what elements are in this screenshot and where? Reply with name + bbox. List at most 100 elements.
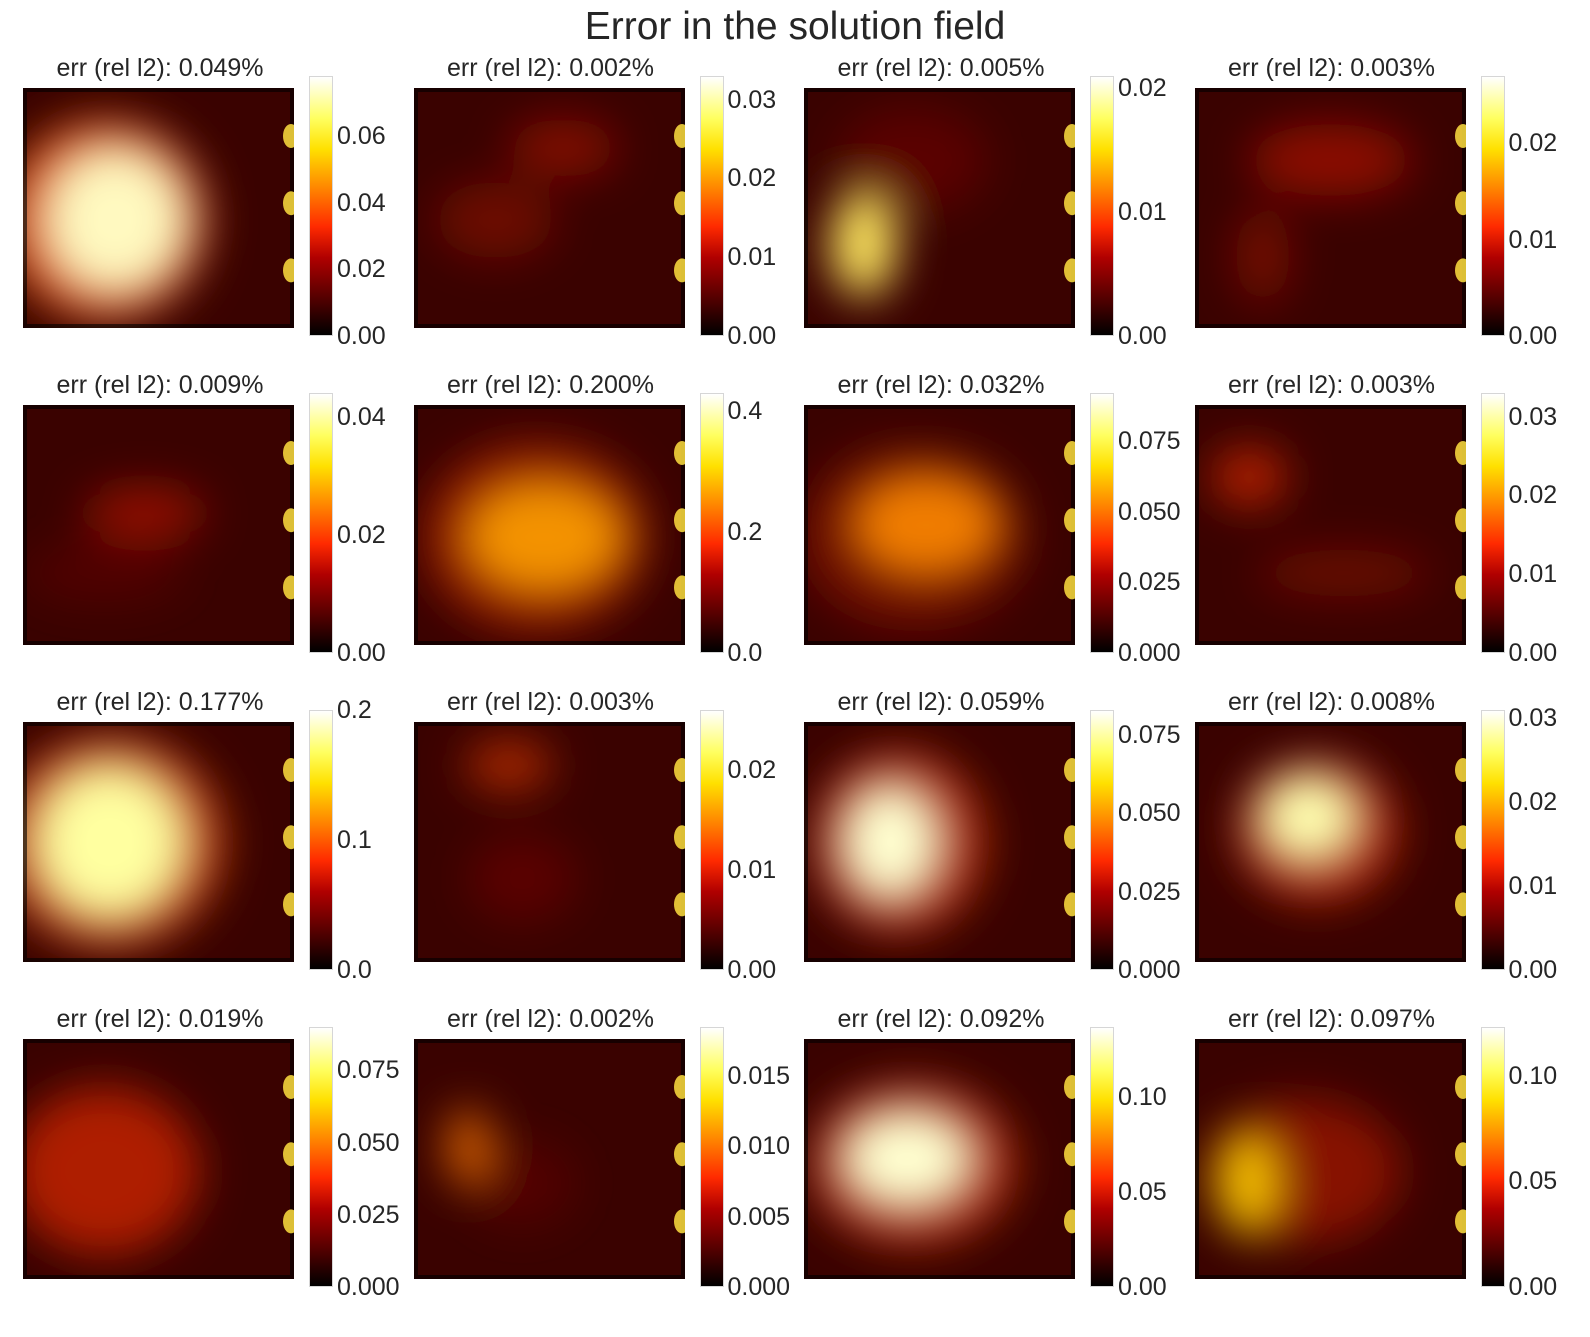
error-heatmap — [23, 405, 294, 645]
error-heatmap — [804, 1039, 1075, 1279]
edge-hotspot — [1454, 758, 1466, 782]
colorbar-tick-label: 0.000 — [727, 1273, 791, 1301]
edge-hotspot — [673, 508, 685, 533]
heatmap-image — [804, 405, 1075, 645]
colorbar-tick-label: 0.01 — [1508, 225, 1558, 254]
heatmap-image — [413, 1039, 685, 1279]
edge-hotspot — [1454, 825, 1466, 850]
edge-hotspot — [1064, 892, 1075, 917]
edge-hotspot — [673, 258, 685, 283]
colorbar — [309, 710, 333, 970]
error-heatmap — [23, 88, 294, 328]
colorbar-tick-label: 0.04 — [337, 188, 386, 217]
error-blob — [33, 765, 186, 919]
edge-hotspot — [283, 258, 294, 283]
colorbar-tick-label: 0.00 — [1118, 322, 1167, 350]
colorbar — [699, 76, 724, 336]
error-blob — [1210, 448, 1287, 506]
colorbar-tick-label: 0.000 — [337, 1273, 400, 1301]
error-blob — [1216, 1130, 1282, 1236]
edge-hotspot — [673, 575, 685, 600]
heatmap-panel: err (rel l2): 0.049% 0.00 0.02 0.04 0.06 — [0, 52, 396, 374]
colorbar-tick-label: 0.050 — [1118, 799, 1181, 828]
edge-hotspot — [673, 1075, 685, 1099]
colorbar — [699, 1027, 724, 1287]
error-heatmap — [804, 722, 1075, 962]
heatmap-panel: err (rel l2): 0.009% 0.00 0.02 0.04 — [0, 369, 396, 691]
panel-title: err (rel l2): 0.059% — [837, 688, 1045, 716]
edge-hotspot — [673, 825, 685, 850]
heatmap-image — [1194, 405, 1466, 645]
panel-title: err (rel l2): 0.019% — [56, 1005, 264, 1033]
colorbar-tick-label: 0.2 — [337, 696, 372, 724]
edge-hotspot — [673, 892, 685, 917]
panel-title: err (rel l2): 0.049% — [56, 54, 264, 82]
edge-hotspot — [283, 1142, 294, 1167]
edge-hotspot — [1454, 258, 1466, 283]
heatmap-image — [23, 1039, 294, 1279]
heatmap-image — [413, 722, 685, 962]
error-blob — [464, 741, 552, 790]
colorbar-tick-label: 0.01 — [727, 243, 777, 272]
colorbar — [1090, 1027, 1114, 1287]
colorbar-tick-label: 0.04 — [337, 402, 386, 431]
colorbar-tick-label: 0.00 — [727, 956, 777, 984]
colorbar-tick-label: 0.00 — [337, 639, 386, 667]
edge-hotspot — [283, 508, 294, 533]
panel-title: err (rel l2): 0.008% — [1227, 688, 1436, 716]
panel-title: err (rel l2): 0.092% — [837, 1005, 1045, 1033]
colorbar-tick-label: 0.10 — [1118, 1083, 1167, 1112]
error-heatmap — [1194, 405, 1466, 645]
colorbar — [1090, 710, 1114, 970]
colorbar — [1480, 393, 1505, 653]
heatmap-panel: err (rel l2): 0.002% 0.000 0.005 0.010 0.015 — [391, 1003, 790, 1325]
heatmap-panel: err (rel l2): 0.092% 0.00 0.05 0.10 — [781, 1003, 1177, 1325]
colorbar-tick-label: 0.075 — [337, 1056, 400, 1085]
panel-title: err (rel l2): 0.002% — [446, 1005, 655, 1033]
panel-title: err (rel l2): 0.009% — [56, 371, 264, 399]
colorbar-tick-label: 0.01 — [727, 856, 777, 884]
colorbar-tick-label: 0.025 — [1118, 568, 1181, 597]
edge-hotspot — [1454, 892, 1466, 917]
edge-hotspot — [1064, 575, 1075, 600]
colorbar-tick-label: 0.025 — [1118, 877, 1181, 906]
error-blob — [508, 119, 617, 177]
edge-hotspot — [673, 1142, 685, 1167]
error-heatmap — [413, 1039, 685, 1279]
error-blob — [841, 1111, 973, 1207]
heatmap-image — [804, 1039, 1075, 1279]
colorbar-tick-label: 0.02 — [727, 756, 777, 784]
edge-hotspot — [1454, 441, 1466, 465]
edge-hotspot — [1064, 758, 1075, 782]
colorbar-tick-label: 0.03 — [727, 85, 777, 114]
colorbar-tick-label: 0.00 — [1508, 639, 1558, 667]
edge-hotspot — [1064, 258, 1075, 283]
heatmap-panel: err (rel l2): 0.032% 0.000 0.025 0.050 0.075 — [781, 369, 1181, 691]
edge-hotspot — [283, 892, 294, 917]
colorbar — [1090, 393, 1114, 653]
colorbar-tick-label: 0.01 — [1118, 198, 1167, 227]
panel-title: err (rel l2): 0.177% — [56, 688, 264, 716]
edge-hotspot — [1454, 124, 1466, 148]
colorbar-tick-label: 0.0 — [337, 956, 372, 984]
colorbar-tick-label: 0.00 — [1508, 322, 1558, 350]
error-heatmap — [23, 722, 294, 962]
panel-title: err (rel l2): 0.003% — [446, 688, 655, 716]
colorbar-tick-label: 0.01 — [1508, 872, 1558, 901]
colorbar-tick-label: 0.00 — [1508, 956, 1558, 984]
edge-hotspot — [1064, 1075, 1075, 1099]
colorbar-tick-label: 0.02 — [337, 520, 386, 549]
colorbar-tick-label: 0.00 — [1118, 1273, 1167, 1301]
colorbar — [1480, 1027, 1505, 1287]
edge-hotspot — [1454, 1209, 1466, 1234]
colorbar-tick-label: 0.075 — [1118, 721, 1181, 750]
edge-hotspot — [1064, 1209, 1075, 1234]
heatmap-panel: err (rel l2): 0.003% 0.00 0.01 0.02 0.03 — [1172, 369, 1568, 691]
edge-hotspot — [283, 1075, 294, 1099]
edge-hotspot — [1064, 191, 1075, 216]
colorbar-tick-label: 0.05 — [1118, 1178, 1167, 1207]
heatmap-panel: err (rel l2): 0.005% 0.00 0.01 0.02 — [781, 52, 1177, 374]
colorbar-tick-label: 0.4 — [727, 397, 763, 426]
panel-title: err (rel l2): 0.003% — [1227, 54, 1436, 82]
error-heatmap — [413, 722, 685, 962]
